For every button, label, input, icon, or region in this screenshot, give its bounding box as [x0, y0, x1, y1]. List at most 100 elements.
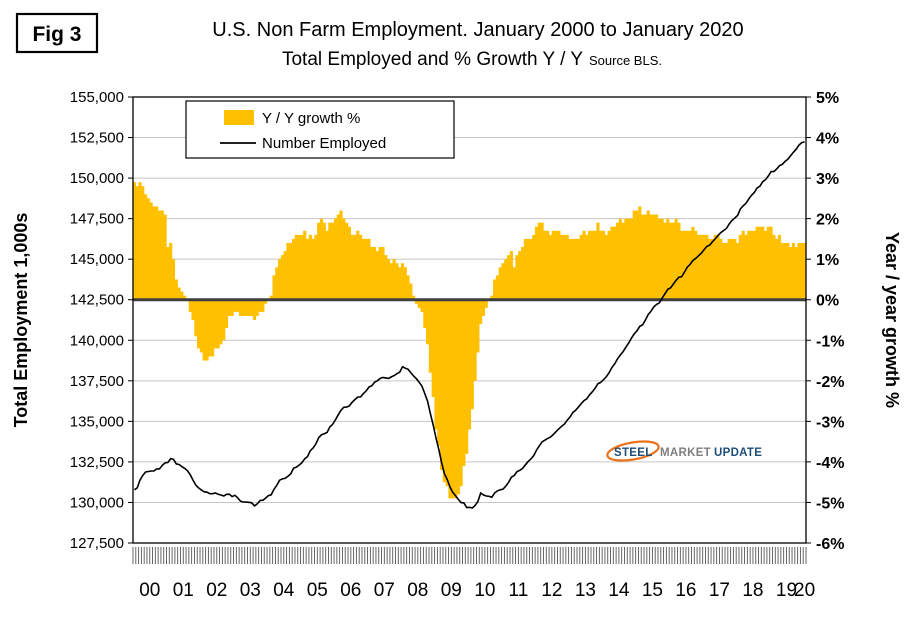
left-tick-label: 132,500	[70, 454, 124, 471]
growth-bar	[135, 186, 139, 300]
growth-bar	[412, 295, 416, 300]
growth-bar	[548, 234, 553, 300]
growth-bar	[702, 234, 706, 300]
growth-bar	[629, 218, 634, 300]
growth-bar	[724, 242, 728, 300]
growth-bar	[523, 238, 527, 300]
growth-bar	[224, 299, 229, 329]
left-axis-tick-labels: 127,500 130,000 132,500 135,000 137,500 140,0…	[70, 89, 124, 552]
growth-bar	[761, 226, 765, 300]
growth-bar	[579, 234, 583, 300]
growth-bar	[255, 299, 259, 316]
logo-steel: STEEL	[614, 447, 653, 459]
growth-bar	[163, 214, 167, 300]
figure-tag-label: Fig 3	[32, 23, 81, 46]
growth-bar	[342, 218, 346, 300]
growth-bar	[621, 222, 625, 300]
growth-bar	[791, 242, 795, 300]
growth-bar	[557, 230, 561, 300]
growth-bar	[763, 230, 768, 300]
year-label: 13	[575, 580, 596, 601]
year-label: 04	[273, 580, 295, 601]
year-label: 12	[541, 580, 562, 601]
growth-bar	[719, 238, 723, 300]
year-label: 00	[139, 580, 160, 601]
growth-bar	[663, 222, 667, 300]
growth-bar	[532, 234, 536, 300]
growth-bar	[381, 247, 385, 300]
growth-bar	[169, 242, 173, 300]
growth-bar	[437, 299, 441, 446]
growth-bar	[197, 299, 201, 349]
growth-bar	[560, 234, 564, 300]
growth-bar	[297, 234, 301, 300]
growth-bar	[800, 242, 804, 300]
growth-bar	[356, 230, 360, 300]
employment-line	[133, 141, 805, 509]
left-tick-label: 142,500	[70, 292, 124, 309]
plot-border	[132, 96, 807, 544]
growth-bar	[498, 267, 502, 300]
growth-bar	[238, 299, 243, 316]
right-tick-label: -6%	[816, 536, 844, 553]
growth-bar	[138, 182, 142, 300]
growth-bar	[258, 299, 262, 312]
right-tick-label: -1%	[816, 333, 844, 350]
legend-label-growth: Y / Y growth %	[262, 110, 360, 127]
growth-bar	[476, 299, 480, 353]
growth-bar	[440, 299, 444, 471]
left-tick-label: 155,000	[70, 89, 124, 106]
left-tick-label: 137,500	[70, 373, 124, 390]
growth-bar	[314, 234, 318, 300]
growth-bar	[655, 214, 659, 300]
growth-bar	[529, 238, 533, 300]
growth-bar	[710, 238, 715, 300]
growth-bar	[643, 214, 647, 300]
chart-subtitle: Total Employed and % Growth Y / Y	[282, 49, 583, 70]
growth-bar	[283, 251, 287, 300]
growth-bar	[331, 222, 335, 300]
growth-bar	[300, 234, 304, 300]
growth-bar	[777, 234, 782, 300]
growth-bar	[227, 299, 231, 316]
year-label: 01	[173, 580, 194, 601]
growth-bar	[205, 299, 209, 361]
growth-bar	[208, 299, 212, 357]
growth-bar	[386, 259, 391, 300]
growth-bar	[484, 299, 488, 308]
chart-title-line1: U.S. Non Farm Employment. January 2000 t…	[212, 19, 743, 41]
year-label: 08	[407, 580, 428, 601]
growth-bar	[576, 238, 580, 300]
growth-bar	[400, 263, 405, 300]
growth-bar	[180, 291, 184, 300]
right-tick-label: 0%	[816, 293, 839, 310]
growth-bar	[649, 214, 653, 300]
year-label: 20	[794, 580, 815, 601]
right-axis-tick-labels: -6% -5% -4% -3% -2% -1% 0% 1% 2% 3% 4% 5%	[816, 90, 844, 553]
left-tick-label: 127,500	[70, 535, 124, 552]
growth-bar	[406, 275, 410, 300]
growth-bar	[618, 218, 622, 300]
growth-bar	[420, 299, 424, 312]
growth-bar	[526, 238, 530, 300]
growth-bar	[766, 226, 770, 300]
growth-bar	[171, 259, 176, 300]
growth-bar	[303, 230, 307, 300]
growth-bar	[423, 299, 427, 329]
growth-bar	[261, 299, 265, 312]
growth-bar	[493, 279, 497, 300]
year-label: 19	[776, 580, 797, 601]
growth-bar	[635, 210, 639, 300]
growth-bar	[627, 218, 631, 300]
growth-bar	[166, 247, 170, 300]
year-label: 03	[240, 580, 261, 601]
growth-bar	[515, 255, 519, 300]
growth-bar	[481, 299, 486, 316]
year-label: 05	[307, 580, 328, 601]
growth-bar	[272, 275, 276, 300]
year-label: 16	[675, 580, 696, 601]
growth-bar	[431, 299, 435, 398]
growth-bar	[367, 238, 371, 300]
growth-bar	[691, 226, 695, 300]
growth-bar	[219, 299, 223, 345]
